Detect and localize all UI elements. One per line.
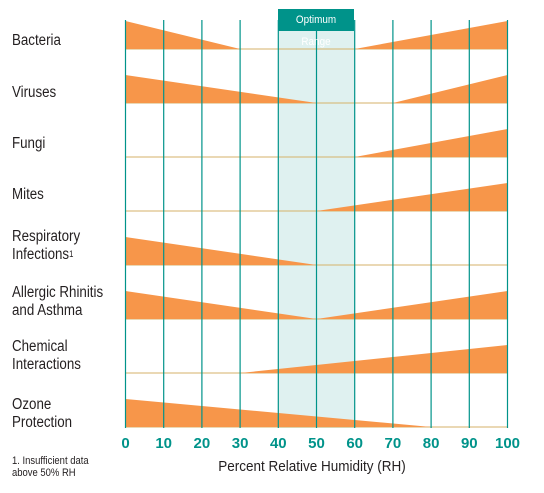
optimum-range-label: Optimum Range	[278, 9, 354, 48]
row-label-line: Respiratory	[12, 228, 81, 245]
x-tick-label-30: 30	[232, 435, 249, 452]
row-label-chemical-interactions: Chemical Interactions	[12, 338, 81, 374]
effect-wedge-mites-1	[316, 183, 508, 211]
row-label-viruses: Viruses	[12, 84, 56, 102]
x-tick-label-10: 10	[155, 435, 172, 452]
x-tick-label-50: 50	[308, 435, 325, 452]
row-label-line: Mites	[12, 186, 44, 203]
row-label-line: and Asthma	[12, 302, 83, 319]
x-tick-label-80: 80	[423, 435, 440, 452]
x-tick-label-20: 20	[194, 435, 211, 452]
effect-wedge-allergic-rhinitis-and-asthma-2	[316, 291, 508, 319]
effect-wedge-viruses-1	[125, 75, 317, 103]
row-label-mites: Mites	[12, 186, 44, 204]
x-axis-title: Percent Relative Humidity (RH)	[218, 458, 406, 475]
row-label-line: Protection	[12, 414, 73, 431]
footnote-line-1: 1. Insufficient data	[12, 455, 89, 467]
x-tick-label-70: 70	[385, 435, 402, 452]
row-label-ozone-protection: Ozone Protection	[12, 396, 72, 432]
row-label-respiratory-infections: Respiratory Infections1	[12, 228, 80, 264]
row-label-line: Infections1	[12, 246, 74, 263]
x-tick-label-100: 100	[495, 435, 520, 452]
footnote-marker: 1	[69, 249, 74, 259]
effect-wedge-chemical-interactions-1	[240, 345, 508, 373]
row-label-line: Allergic Rhinitis	[12, 284, 104, 301]
effect-wedge-viruses-2	[392, 75, 508, 103]
row-label-line: Interactions	[12, 356, 81, 373]
effect-wedge-respiratory-infections-1	[125, 237, 317, 265]
row-label-line: Ozone	[12, 396, 52, 413]
x-tick-labels-layer: 0 10 20 30 40 50 60 70 80 90 100	[121, 435, 520, 452]
footnote-line-2: above 50% RH	[12, 467, 76, 479]
gridlines-layer	[124, 20, 509, 428]
x-tick-label-40: 40	[270, 435, 287, 452]
row-label-bacteria: Bacteria	[12, 32, 61, 50]
row-label-line: Fungi	[12, 135, 46, 152]
x-tick-label-90: 90	[461, 435, 478, 452]
row-label-line: Viruses	[12, 84, 57, 101]
effect-wedge-allergic-rhinitis-and-asthma-1	[125, 291, 317, 319]
footnote: 1. Insufficient data above 50% RH	[12, 455, 89, 479]
row-label-line: Chemical	[12, 338, 68, 355]
x-tick-label-60: 60	[346, 435, 363, 452]
row-label-allergic-rhinitis-and-asthma: Allergic Rhinitis and Asthma	[12, 284, 103, 320]
row-label-line: Bacteria	[12, 32, 61, 49]
row-label-fungi: Fungi	[12, 135, 45, 153]
effect-wedge-bacteria-1	[125, 21, 241, 49]
x-tick-label-0: 0	[121, 435, 129, 452]
